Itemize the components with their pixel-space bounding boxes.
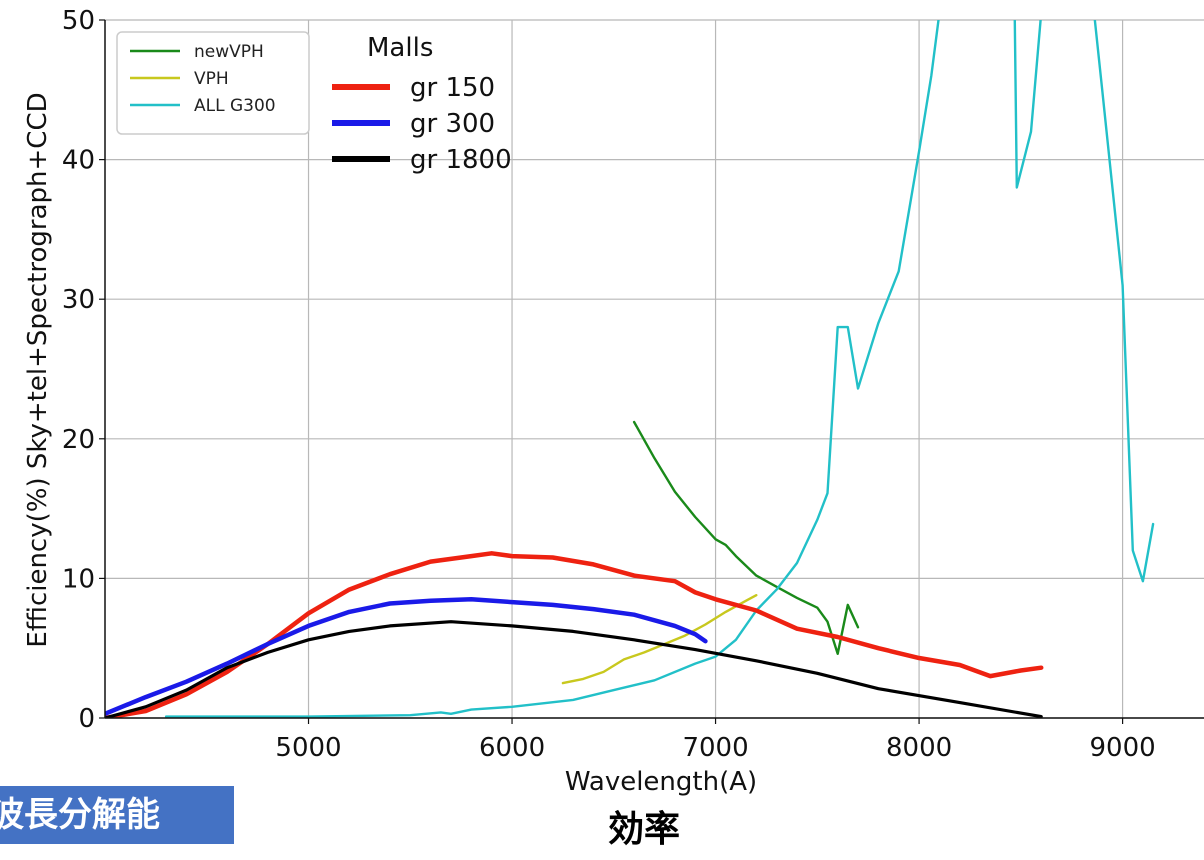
series-line-gr-1800 (105, 620, 1043, 718)
legend-malls: Malls gr 150 gr 300 gr 1800 (332, 33, 512, 175)
legend-box (116, 31, 310, 135)
legend-malls-title: Malls (367, 33, 433, 63)
legend-label-all-g300: ALL G300 (194, 96, 276, 116)
series-line-gr-150 (105, 551, 1044, 718)
y-tick-label: 30 (62, 285, 95, 315)
grid (105, 19, 1204, 719)
x-tick-label: 5000 (275, 733, 341, 763)
y-tick-label: 50 (62, 6, 95, 36)
x-tick-label: 7000 (682, 733, 748, 763)
legend-top-left: newVPH VPH ALL G300 (116, 31, 310, 135)
series-line-all-g300 (164, 20, 1155, 718)
y-tick-label: 20 (62, 425, 95, 455)
x-tick-label: 9000 (1090, 733, 1156, 763)
y-tick-label: 10 (62, 564, 95, 594)
y-axis-label: Efficiency(%) Sky+tel+Spectrograph+CCD (23, 92, 53, 647)
series-line-newvph (632, 420, 860, 655)
series-layer (105, 20, 1155, 718)
y-tick-label: 0 (78, 704, 95, 734)
x-tick-label: 6000 (479, 733, 545, 763)
banner-resolution: 波長分解能 (0, 786, 234, 844)
y-tick-label: 40 (62, 146, 95, 176)
series-line-gr-300 (105, 597, 708, 717)
x-axis-label: Wavelength(A) (565, 767, 757, 797)
legend-malls-entries: gr 150 gr 300 gr 1800 (332, 73, 512, 175)
caption-efficiency: 効率 (608, 809, 681, 850)
legend-entries: newVPH VPH ALL G300 (130, 42, 276, 116)
legend-label-gr-150: gr 150 (410, 73, 495, 103)
legend-label-gr-1800: gr 1800 (410, 145, 512, 175)
axes: 5000 6000 7000 8000 9000 0 10 20 30 40 50 (62, 6, 1204, 763)
legend-label-gr-300: gr 300 (410, 109, 495, 139)
legend-label-newvph: newVPH (194, 42, 264, 62)
legend-label-vph: VPH (194, 69, 229, 89)
x-tick-label: 8000 (886, 733, 952, 763)
